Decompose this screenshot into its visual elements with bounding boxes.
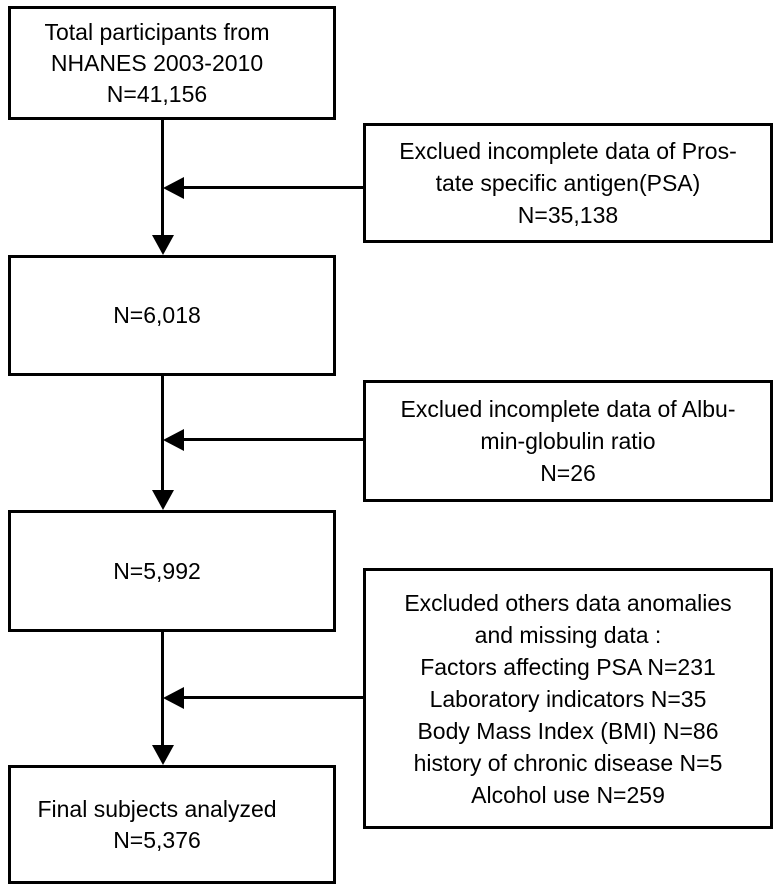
left-arrow-2-head-icon: [163, 429, 184, 451]
down-arrow-2-head-icon: [152, 490, 174, 510]
box-total-count: N=41,156: [106, 80, 208, 107]
left-arrow-1-head-icon: [163, 177, 184, 199]
excl-other-lab-indicators: Laboratory indicators N=35: [429, 685, 707, 712]
box-final-count: N=5,376: [113, 826, 201, 853]
excl-psa-line1: Exclued incomplete data of Pros-: [399, 138, 737, 164]
excl-psa-count: N=35,138: [517, 202, 619, 228]
box-excluded-other: Excluded others data anomalies and missi…: [363, 568, 773, 829]
box-total-line1: Total participants from: [44, 18, 270, 45]
down-arrow-3-head-icon: [152, 745, 174, 765]
box-excluded-psa: Exclued incomplete data of Pros- tate sp…: [363, 123, 773, 243]
down-arrow-3-line: [161, 632, 164, 745]
box-total-line2: NHANES 2003-2010: [50, 49, 264, 76]
box-final-subjects: Final subjects analyzed N=5,376: [8, 765, 336, 884]
box-after-agr-exclusion: N=5,992: [8, 510, 336, 632]
excl-agr-count: N=26: [540, 460, 596, 486]
left-arrow-2-line: [183, 438, 363, 441]
box-excluded-agr: Exclued incomplete data of Albu- min-glo…: [363, 380, 773, 502]
excl-other-line1: Excluded others data anomalies: [404, 589, 732, 616]
down-arrow-1-line: [161, 120, 164, 236]
box-total-participants: Total participants from NHANES 2003-2010…: [8, 6, 336, 120]
excl-agr-line1: Exclued incomplete data of Albu-: [400, 396, 736, 422]
down-arrow-2-line: [161, 376, 164, 490]
box-after-agr-count: N=5,992: [113, 557, 201, 584]
excl-psa-line2: tate specific antigen(PSA): [435, 170, 701, 196]
excl-other-alcohol: Alcohol use N=259: [471, 781, 665, 808]
excl-other-chronic-disease: history of chronic disease N=5: [413, 749, 723, 776]
down-arrow-1-head-icon: [152, 235, 174, 255]
left-arrow-3-head-icon: [163, 687, 184, 709]
excl-agr-line2: min-globulin ratio: [480, 428, 656, 454]
left-arrow-3-line: [183, 696, 363, 699]
excl-other-psa-factors: Factors affecting PSA N=231: [420, 653, 716, 680]
box-after-psa-count: N=6,018: [113, 302, 201, 328]
excl-other-bmi: Body Mass Index (BMI) N=86: [417, 717, 719, 744]
excl-other-line2: and missing data :: [474, 621, 662, 648]
box-after-psa-exclusion: N=6,018: [8, 255, 336, 376]
left-arrow-1-line: [183, 186, 363, 189]
box-final-line1: Final subjects analyzed: [37, 795, 277, 822]
